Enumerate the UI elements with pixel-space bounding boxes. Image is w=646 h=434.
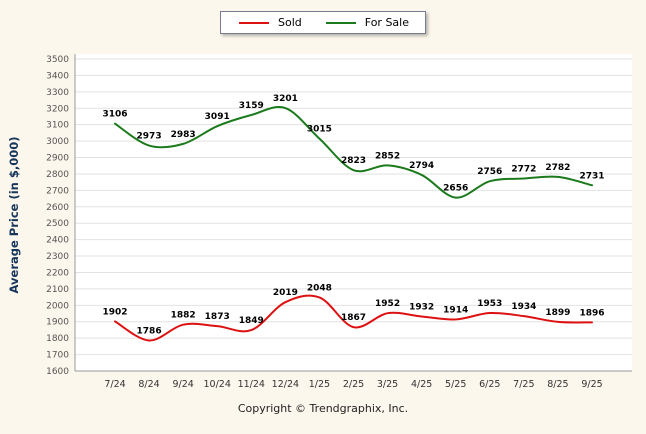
y-tick-label: 2600 [46,203,69,213]
point-label: 1952 [375,299,400,309]
x-tick-label: 8/24 [138,379,159,390]
legend-item-for-sale: For Sale [324,16,409,29]
series-line-for-sale [114,106,593,199]
x-tick-label: 9/24 [172,379,193,390]
y-tick-label: 2500 [46,219,69,229]
x-tick-label: 6/25 [479,379,500,390]
point-label: 3159 [239,101,264,111]
point-label: 3106 [102,110,127,120]
legend: Sold For Sale [220,11,426,34]
point-label: 3091 [205,112,230,122]
plot-background [75,54,632,371]
y-tick-label: 3200 [46,104,69,114]
point-label: 1953 [477,299,502,309]
y-tick-label: 2100 [46,285,69,295]
point-label: 2656 [443,184,468,194]
sold-line-swatch-icon [239,21,269,24]
y-tick-label: 1700 [46,351,69,361]
x-tick-label: 5/25 [445,379,466,390]
y-tick-label: 2200 [46,268,69,278]
y-tick-label: 1600 [46,367,69,377]
y-tick-label: 1900 [46,318,69,328]
chart-area: 1600 1700 1800 1900 2000 2100 2200 2300 2400 2500… [0,45,646,395]
legend-label-for-sale: For Sale [364,16,409,29]
point-label: 1914 [443,305,468,315]
point-label: 1867 [341,313,366,323]
y-tick-label: 2800 [46,170,69,180]
chart-svg: 1600 1700 1800 1900 2000 2100 2200 2300 2400 2500… [7,54,632,390]
point-label: 2731 [579,171,604,181]
x-tick-label: 3/25 [377,379,398,390]
point-label: 1882 [171,311,196,321]
point-label: 2048 [307,283,332,293]
x-tick-label: 12/24 [272,379,299,390]
y-tick-label: 3500 [46,55,69,65]
x-tick-label: 7/25 [513,379,534,390]
point-label: 1873 [205,312,230,322]
x-tick-label: 4/25 [411,379,432,390]
point-label: 2756 [477,167,502,177]
y-tick-label: 3100 [46,121,69,131]
y-tick-label: 2400 [46,236,69,246]
point-label: 2782 [545,163,570,173]
y-axis-title: Average Price (in $,000) [7,137,21,294]
point-label: 1849 [239,316,264,326]
point-label: 1786 [137,326,162,336]
point-label: 3201 [273,94,298,104]
for-sale-line-swatch-icon [325,21,356,24]
x-tick-label: 11/24 [238,379,265,390]
legend-item-sold: Sold [237,16,302,29]
point-label: 2823 [341,156,366,166]
y-tick-label: 2000 [46,301,69,311]
point-label: 1934 [511,302,536,312]
point-label: 2019 [273,288,298,298]
point-label: 1932 [409,302,434,312]
series-line-sold [114,294,593,342]
point-label: 1902 [102,307,127,317]
point-label: 2794 [409,161,434,171]
y-tick-label: 2300 [46,252,69,262]
y-tick-label: 3300 [46,88,69,98]
x-tick-label: 7/24 [104,379,125,390]
x-tick-label: 1/25 [309,379,330,390]
point-label: 1899 [545,308,570,318]
point-label: 2772 [511,165,536,175]
point-label: 2973 [137,132,162,142]
x-tick-label: 2/25 [343,379,364,390]
y-tick-label: 2700 [46,186,69,196]
point-label: 3015 [307,125,332,135]
legend-label-sold: Sold [278,16,302,29]
y-tick-label: 1800 [46,334,69,344]
point-label: 1896 [579,308,604,318]
point-label: 2983 [171,130,196,140]
x-tick-label: 8/25 [547,379,568,390]
y-tick-label: 3000 [46,137,69,147]
point-label: 2852 [375,151,400,161]
footer-copyright: Copyright © Trendgraphix, Inc. [237,402,409,415]
y-tick-label: 2900 [46,154,69,164]
y-tick-label: 3400 [46,71,69,81]
x-tick-label: 10/24 [204,379,231,390]
x-tick-label: 9/25 [581,379,602,390]
